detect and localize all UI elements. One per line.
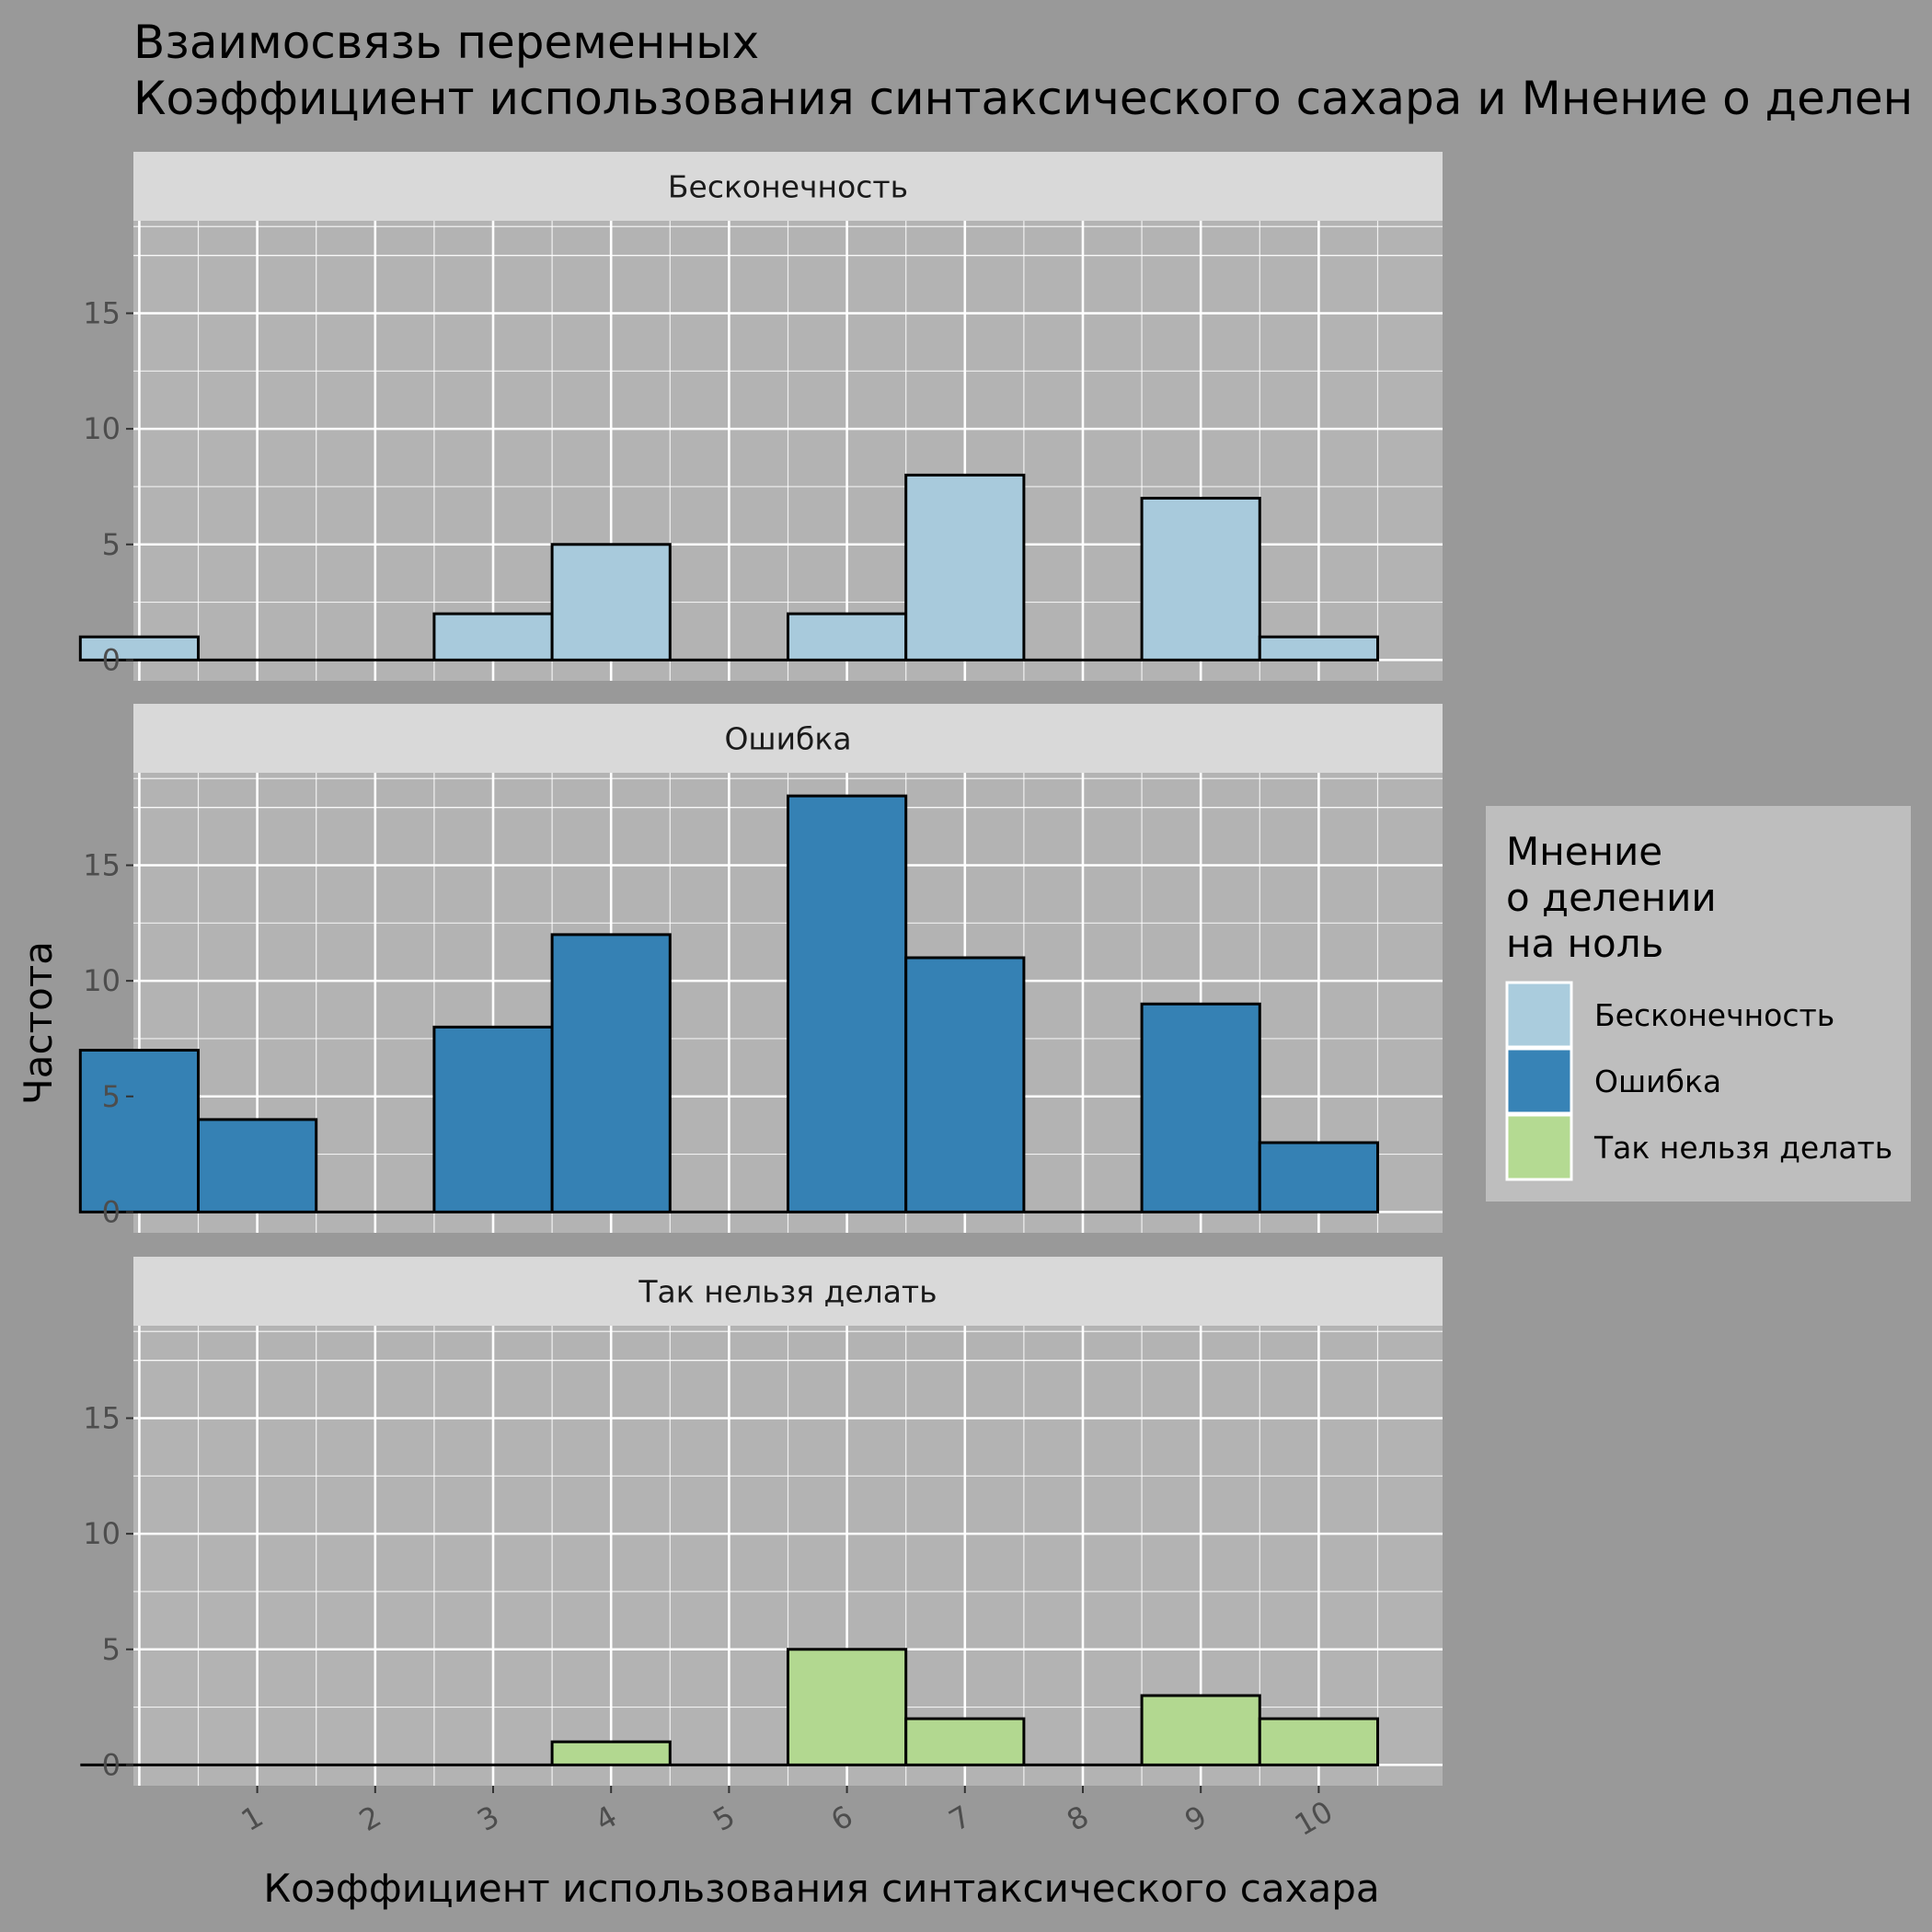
histogram-bar xyxy=(1258,635,1379,661)
y-tick-label: 10 xyxy=(83,1516,121,1551)
histogram-bar xyxy=(904,956,1026,1213)
legend-label: Бесконечность xyxy=(1594,997,1834,1033)
histogram-bar xyxy=(550,543,672,661)
legend-title: Мнение о делении на ноль xyxy=(1506,829,1717,966)
histogram-bar xyxy=(550,1740,672,1766)
histogram-bar xyxy=(1140,1002,1261,1213)
histogram-bar xyxy=(550,933,672,1213)
y-tick-label: 15 xyxy=(83,1401,121,1436)
y-tick-label: 0 xyxy=(102,1194,121,1229)
histogram-bar xyxy=(787,1648,908,1766)
histogram-bar xyxy=(1258,1141,1379,1213)
facet-strip xyxy=(133,152,1443,221)
y-tick-label: 10 xyxy=(83,963,121,998)
facet-panel: Бесконечность 0 5 10 15 xyxy=(78,152,1443,681)
legend-label: Ошибка xyxy=(1594,1064,1721,1099)
legend-title-line: на ноль xyxy=(1506,921,1663,966)
facet-strip xyxy=(133,704,1443,773)
legend: Мнение о делении на ноль Бесконечность Ошиб… xyxy=(1486,806,1911,1202)
legend-title-line: Мнение xyxy=(1506,829,1662,874)
y-tick-label: 10 xyxy=(83,411,121,446)
legend-title-line: о делении xyxy=(1506,875,1717,920)
histogram-bar xyxy=(1140,497,1261,661)
chart-title: Взаимосвязь переменных xyxy=(133,16,759,69)
legend-key xyxy=(1505,1047,1573,1115)
y-tick-label: 5 xyxy=(102,1079,121,1114)
y-tick-label: 15 xyxy=(83,296,121,331)
histogram-bar xyxy=(787,612,908,661)
facet-strip-label: Так нельзя делать xyxy=(638,1274,937,1310)
histogram-bar xyxy=(787,794,908,1213)
legend-key xyxy=(1505,981,1573,1049)
y-axis-title: Частота xyxy=(16,941,61,1105)
histogram-bar xyxy=(197,1118,318,1213)
facet-panel: Так нельзя делать 0 5 10 15 xyxy=(80,1257,1443,1786)
legend-label: Так нельзя делать xyxy=(1593,1130,1892,1166)
y-tick-label: 5 xyxy=(102,527,121,562)
chart-subtitle: Коэффициент использования синтаксическог… xyxy=(133,72,1913,125)
facet-strip xyxy=(133,1257,1443,1326)
y-tick-label: 15 xyxy=(83,848,121,883)
facet-strip-label: Бесконечность xyxy=(668,169,908,205)
y-tick-label: 0 xyxy=(102,642,121,677)
histogram-bar xyxy=(78,635,201,661)
histogram-bar xyxy=(432,612,554,661)
y-tick-label: 0 xyxy=(102,1747,121,1782)
histogram-bar xyxy=(904,1717,1026,1766)
x-axis-title: Коэффициент использования синтаксическог… xyxy=(263,1866,1379,1911)
legend-key xyxy=(1505,1113,1573,1181)
histogram-bar xyxy=(1258,1717,1379,1766)
histogram-bar xyxy=(432,1025,554,1213)
facet-strip-label: Ошибка xyxy=(724,721,851,757)
facet-panel: Ошибка 0 5 10 15 xyxy=(78,704,1443,1233)
histogram-bar xyxy=(78,1049,201,1213)
histogram-bar xyxy=(904,473,1026,661)
y-tick-label: 5 xyxy=(102,1632,121,1667)
histogram-bar xyxy=(1140,1694,1261,1766)
legend-items: Бесконечность Ошибка Так нельзя делать xyxy=(1505,981,1892,1181)
